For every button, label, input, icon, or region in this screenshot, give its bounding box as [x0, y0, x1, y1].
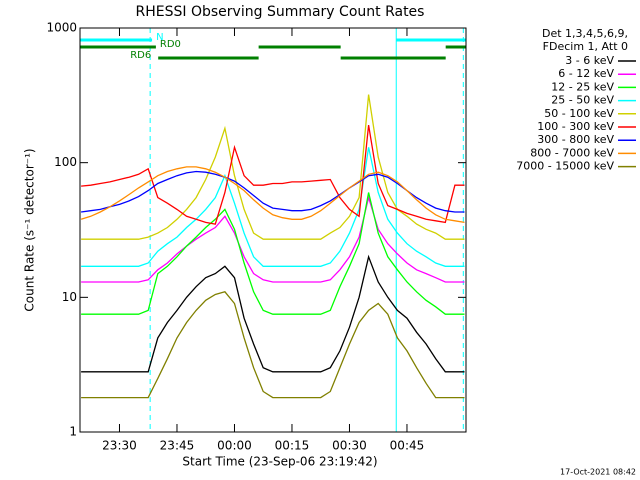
legend-header: Det 1,3,4,5,6,9,: [542, 27, 628, 40]
legend-label: 3 - 6 keV: [565, 54, 614, 67]
series-line: [81, 94, 465, 240]
y-tick-label: 1: [69, 425, 77, 439]
flag-label: RD6: [130, 50, 151, 61]
flag-label: RD0: [160, 39, 181, 50]
series-line: [81, 291, 465, 399]
legend-label: 7000 - 15000 keV: [516, 160, 614, 173]
x-axis-label: Start Time (23-Sep-06 23:19:42): [182, 455, 377, 469]
y-tick-label: 1000: [46, 21, 77, 35]
y-axis-label: Count Rate (s⁻¹ detector⁻¹): [23, 148, 37, 311]
y-tick-label: 10: [62, 290, 77, 304]
series-line: [80, 166, 465, 224]
legend-label: 6 - 12 keV: [558, 67, 614, 80]
legend-label: 100 - 300 keV: [537, 120, 614, 133]
x-tick-label: 00:00: [217, 439, 252, 453]
legend-label: 50 - 100 keV: [544, 107, 614, 120]
x-tick-label: 00:30: [332, 439, 367, 453]
legend-label: 12 - 25 keV: [551, 80, 614, 93]
series-line: [81, 170, 465, 213]
chart-title: RHESSI Observing Summary Count Rates: [136, 4, 425, 20]
x-tick-label: 00:45: [390, 439, 425, 453]
series-line: [81, 195, 465, 283]
series-line: [81, 254, 465, 373]
series-line: [81, 124, 465, 225]
legend-header: FDecim 1, Att 0: [543, 40, 628, 53]
plot-frame: [79, 27, 467, 433]
legend-label: 300 - 800 keV: [537, 133, 614, 146]
x-tick-label: 00:15: [275, 439, 310, 453]
footer: 17-Oct-2021 08:42: [560, 468, 636, 477]
series-line: [81, 192, 465, 315]
series-line: [81, 147, 465, 267]
flag-label: N: [156, 32, 163, 43]
y-tick-label: 100: [54, 155, 77, 169]
x-tick-label: 23:30: [102, 439, 137, 453]
legend-label: 25 - 50 keV: [551, 94, 614, 107]
legend-label: 800 - 7000 keV: [530, 146, 614, 159]
x-tick-label: 23:45: [160, 439, 195, 453]
